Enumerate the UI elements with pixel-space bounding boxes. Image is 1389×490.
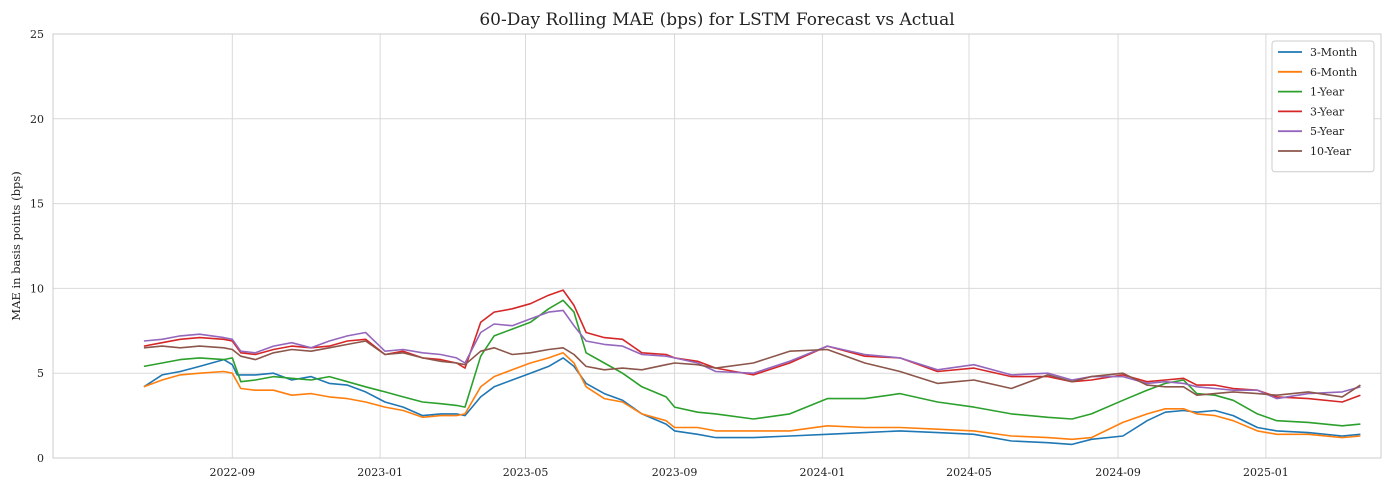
y-tick-label: 5 bbox=[37, 367, 44, 380]
legend-frame bbox=[1271, 40, 1375, 173]
x-tick-label: 2023-09 bbox=[652, 466, 698, 479]
series-line-6-month bbox=[143, 352, 1361, 441]
y-tick-label: 15 bbox=[30, 198, 44, 211]
series-line-10-year bbox=[143, 340, 1361, 398]
legend: 3-Month 6-Month 1-Year 3-Year 5-Year 10-Year bbox=[1271, 40, 1375, 173]
grid-layer bbox=[53, 33, 1381, 459]
chart-title: 60-Day Rolling MAE (bps) for LSTM Foreca… bbox=[479, 10, 954, 30]
y-tick-label: 20 bbox=[30, 113, 44, 126]
y-axis-label: MAE in basis points (bps) bbox=[9, 171, 23, 320]
x-tick-label: 2024-01 bbox=[800, 466, 846, 479]
tick-layer: 0 5 10 15 20 25 2022-09 2023-01 2023-05 2023-09 20… bbox=[30, 28, 1289, 479]
legend-entry: 10-Year bbox=[1310, 145, 1352, 158]
x-tick-label: 2024-05 bbox=[946, 466, 992, 479]
legend-entry: 1-Year bbox=[1310, 86, 1345, 99]
series-line-1-year bbox=[143, 299, 1361, 427]
x-tick-label: 2022-09 bbox=[209, 466, 255, 479]
x-tick-label: 2023-01 bbox=[357, 466, 403, 479]
legend-entry: 3-Year bbox=[1310, 105, 1345, 118]
plot-frame bbox=[52, 33, 1382, 459]
series-line-5-year bbox=[143, 309, 1361, 400]
x-tick-label: 2023-05 bbox=[503, 466, 549, 479]
y-tick-label: 0 bbox=[37, 452, 44, 465]
x-tick-label: 2024-09 bbox=[1095, 466, 1141, 479]
series-line-3-year bbox=[143, 289, 1361, 403]
x-tick-label: 2025-01 bbox=[1243, 466, 1289, 479]
series-layer bbox=[143, 289, 1361, 446]
series-line-3-month bbox=[143, 357, 1361, 446]
legend-entry: 3-Month bbox=[1310, 46, 1357, 59]
legend-entry: 6-Month bbox=[1310, 66, 1357, 79]
y-tick-label: 25 bbox=[30, 28, 44, 41]
y-tick-label: 10 bbox=[30, 282, 44, 295]
legend-entry: 5-Year bbox=[1310, 125, 1345, 138]
